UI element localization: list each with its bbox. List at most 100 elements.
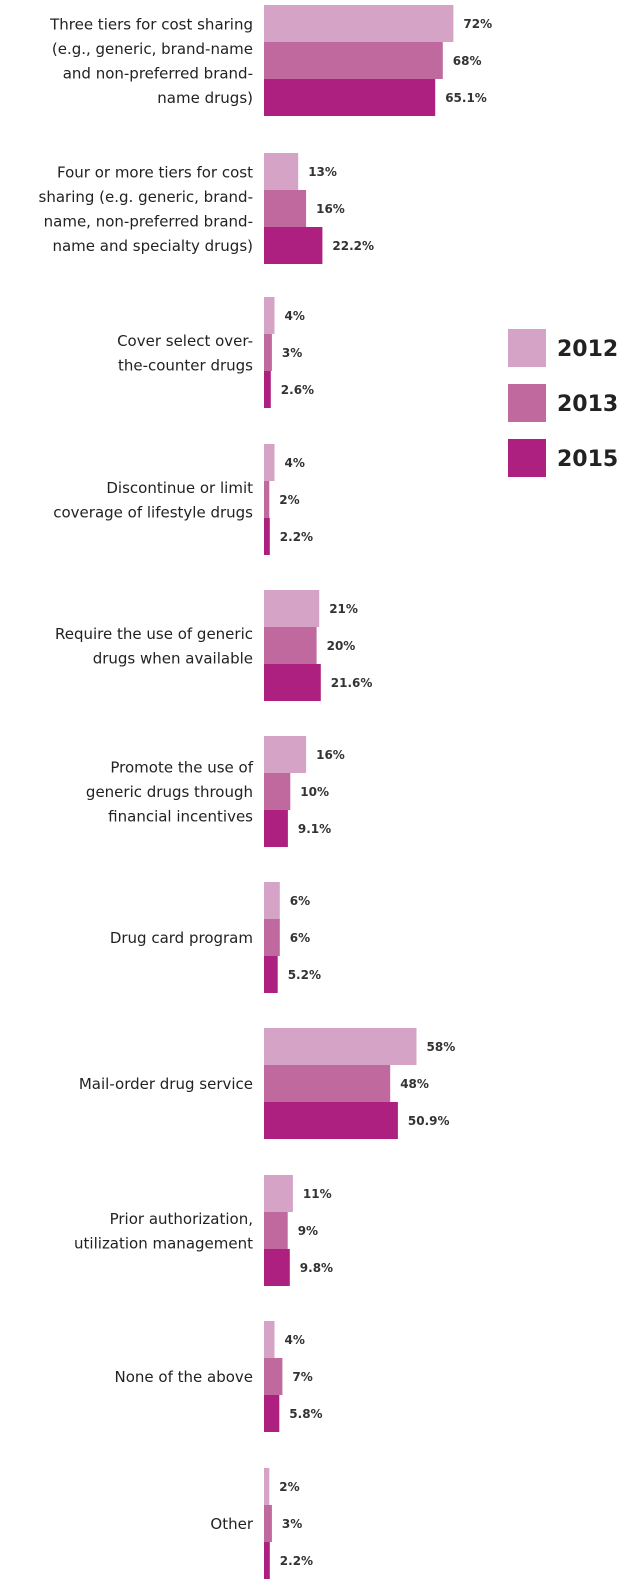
bar-2013-10: [264, 1505, 272, 1542]
bar-2012-5: [264, 736, 307, 773]
bar-2015-1: [264, 227, 323, 264]
legend-label-2012: 2012: [557, 337, 618, 362]
bar-2013-0: [264, 42, 443, 79]
category-label-9: None of the above: [114, 1368, 253, 1386]
legend-swatch-2015: [508, 439, 546, 477]
value-label-2015-7: 50.9%: [408, 1114, 450, 1128]
value-label-2015-0: 65.1%: [445, 91, 487, 105]
value-label-2013-4: 20%: [327, 639, 356, 653]
value-label-2012-4: 21%: [329, 602, 358, 616]
value-label-2015-1: 22.2%: [332, 239, 374, 253]
value-label-2013-0: 68%: [453, 54, 482, 68]
category-label-line: Discontinue or limit: [106, 479, 253, 497]
category-label-line: sharing (e.g. generic, brand-: [39, 188, 253, 206]
value-label-2013-7: 48%: [400, 1077, 429, 1091]
value-label-2012-10: 2%: [279, 1480, 299, 1494]
legend-swatch-2013: [508, 384, 546, 422]
category-label-line: utilization management: [74, 1234, 253, 1252]
category-label-6: Drug card program: [110, 929, 253, 947]
value-label-2015-4: 21.6%: [331, 676, 373, 690]
bar-2013-9: [264, 1358, 283, 1395]
legend-swatch-2012: [508, 329, 546, 367]
value-label-2015-2: 2.6%: [281, 383, 314, 397]
bar-2012-7: [264, 1028, 417, 1065]
value-label-2012-6: 6%: [290, 894, 310, 908]
category-label-line: Cover select over-: [117, 332, 253, 350]
bar-2012-0: [264, 5, 454, 42]
category-label-8: Prior authorization, utilization manageme…: [74, 1210, 253, 1253]
category-label-line: Mail-order drug service: [79, 1075, 253, 1093]
category-label-line: Three tiers for cost sharing: [49, 15, 253, 33]
bar-2013-5: [264, 773, 291, 810]
category-label-0: Three tiers for cost sharing (e.g., gener…: [49, 15, 253, 107]
bar-2013-1: [264, 190, 307, 227]
category-label-2: Cover select over-the-counter drugs: [117, 332, 253, 375]
bar-2012-6: [264, 882, 280, 919]
category-label-line: (e.g., generic, brand-name: [52, 40, 253, 58]
bar-2013-6: [264, 919, 280, 956]
value-label-2012-8: 11%: [303, 1187, 332, 1201]
value-label-2012-2: 4%: [285, 309, 305, 323]
bar-2015-5: [264, 810, 288, 847]
legend-label-2013: 2013: [557, 392, 618, 417]
value-label-2015-6: 5.2%: [288, 968, 321, 982]
bars-layer: 72% 68% 65.1% 13% 16% 22.2% 4% 3% 2.6% 4% 2% 2.2% 21…: [264, 5, 492, 1579]
value-label-2013-10: 3%: [282, 1517, 302, 1531]
value-label-2012-7: 58%: [427, 1040, 456, 1054]
category-label-line: generic drugs through: [86, 783, 253, 801]
bar-2012-2: [264, 297, 275, 334]
bar-2015-6: [264, 956, 278, 993]
bar-2015-10: [264, 1542, 270, 1579]
value-label-2013-6: 6%: [290, 931, 310, 945]
value-label-2013-9: 7%: [292, 1370, 312, 1384]
category-label-line: drugs when available: [93, 649, 253, 667]
bar-2013-3: [264, 481, 270, 518]
value-label-2013-5: 10%: [300, 785, 329, 799]
value-label-2013-2: 3%: [282, 346, 302, 360]
bar-2015-3: [264, 518, 270, 555]
bar-2012-8: [264, 1175, 293, 1212]
bar-2015-7: [264, 1102, 398, 1139]
category-label-line: Promote the use of: [110, 759, 253, 777]
category-label-line: Other: [210, 1515, 253, 1533]
value-label-2013-3: 2%: [279, 493, 299, 507]
category-label-line: None of the above: [114, 1368, 253, 1386]
category-label-line: financial incentives: [108, 808, 253, 826]
value-label-2012-0: 72%: [463, 17, 492, 31]
category-label-1: Four or more tiers for cost sharing (e.g.…: [39, 163, 254, 255]
value-label-2012-5: 16%: [316, 748, 345, 762]
category-label-line: Require the use of generic: [55, 625, 253, 643]
bar-2012-9: [264, 1321, 275, 1358]
bar-2012-1: [264, 153, 299, 190]
category-labels: Three tiers for cost sharing (e.g., gener…: [39, 15, 254, 1533]
bar-2015-4: [264, 664, 321, 701]
value-label-2012-9: 4%: [285, 1333, 305, 1347]
bar-2015-8: [264, 1249, 290, 1286]
bar-2013-4: [264, 627, 317, 664]
value-label-2015-9: 5.8%: [289, 1407, 322, 1421]
category-label-line: name and specialty drugs): [52, 237, 253, 255]
category-label-7: Mail-order drug service: [79, 1075, 253, 1093]
bar-2015-2: [264, 371, 271, 408]
category-label-4: Require the use of generic drugs when ava…: [55, 625, 253, 668]
bar-2012-10: [264, 1468, 270, 1505]
category-label-line: name, non-preferred brand-: [44, 212, 253, 230]
category-label-5: Promote the use of generic drugs through f…: [86, 759, 254, 826]
category-label-line: Prior authorization,: [110, 1210, 253, 1228]
value-label-2012-1: 13%: [308, 165, 337, 179]
value-label-2015-5: 9.1%: [298, 822, 331, 836]
legend-label-2015: 2015: [557, 447, 618, 472]
bar-2013-7: [264, 1065, 391, 1102]
bar-2015-0: [264, 79, 436, 116]
bar-2012-3: [264, 444, 275, 481]
category-label-3: Discontinue or limit coverage of lifestyl…: [53, 479, 253, 522]
value-label-2015-3: 2.2%: [280, 530, 313, 544]
category-label-line: name drugs): [157, 89, 253, 107]
bar-2013-2: [264, 334, 272, 371]
category-label-10: Other: [210, 1515, 253, 1533]
value-label-2013-8: 9%: [298, 1224, 318, 1238]
bar-2015-9: [264, 1395, 280, 1432]
category-label-line: the-counter drugs: [118, 356, 253, 374]
category-label-line: coverage of lifestyle drugs: [53, 503, 253, 521]
